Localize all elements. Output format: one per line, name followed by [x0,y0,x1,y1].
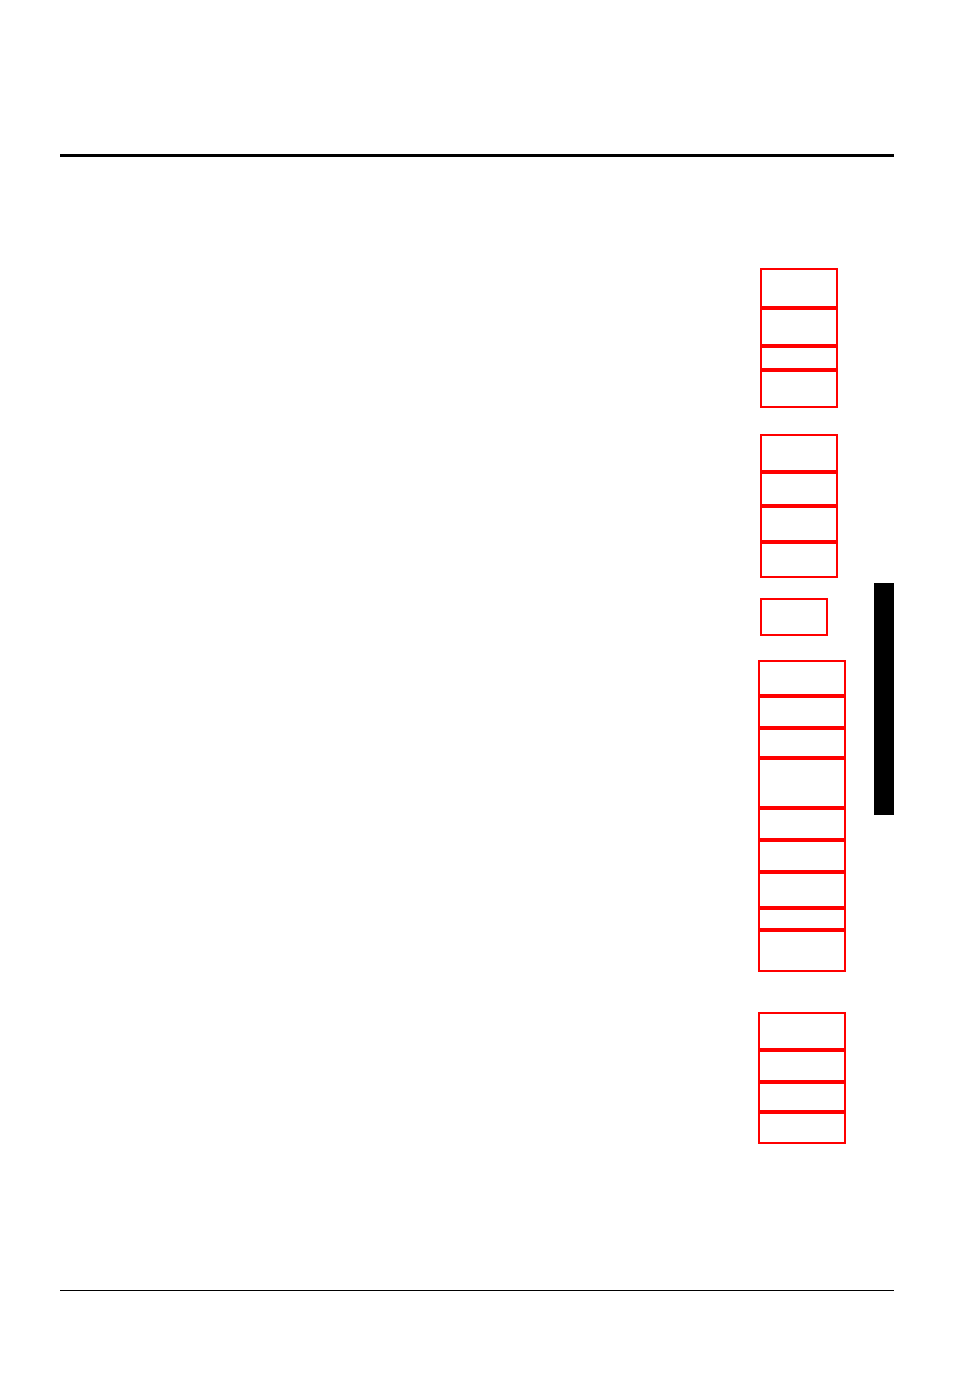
red-box [760,370,838,408]
red-box [760,308,838,346]
red-box [758,758,846,808]
red-box [760,472,838,506]
top-rule [60,154,894,157]
red-box [758,840,846,872]
red-box [758,696,846,728]
red-box [758,728,846,758]
red-box [758,1050,846,1082]
red-box [760,506,838,542]
red-box [758,930,846,972]
side-thumb-tab [874,583,894,815]
bottom-rule [60,1290,894,1291]
red-box [758,808,846,840]
red-box [760,268,838,308]
red-box [760,542,838,578]
red-box [760,346,838,370]
red-box [758,1012,846,1050]
red-box [758,1112,846,1144]
red-box [760,434,838,472]
red-box [758,872,846,908]
red-box [758,660,846,696]
red-box [760,598,828,636]
red-box [758,1082,846,1112]
red-box [758,908,846,930]
